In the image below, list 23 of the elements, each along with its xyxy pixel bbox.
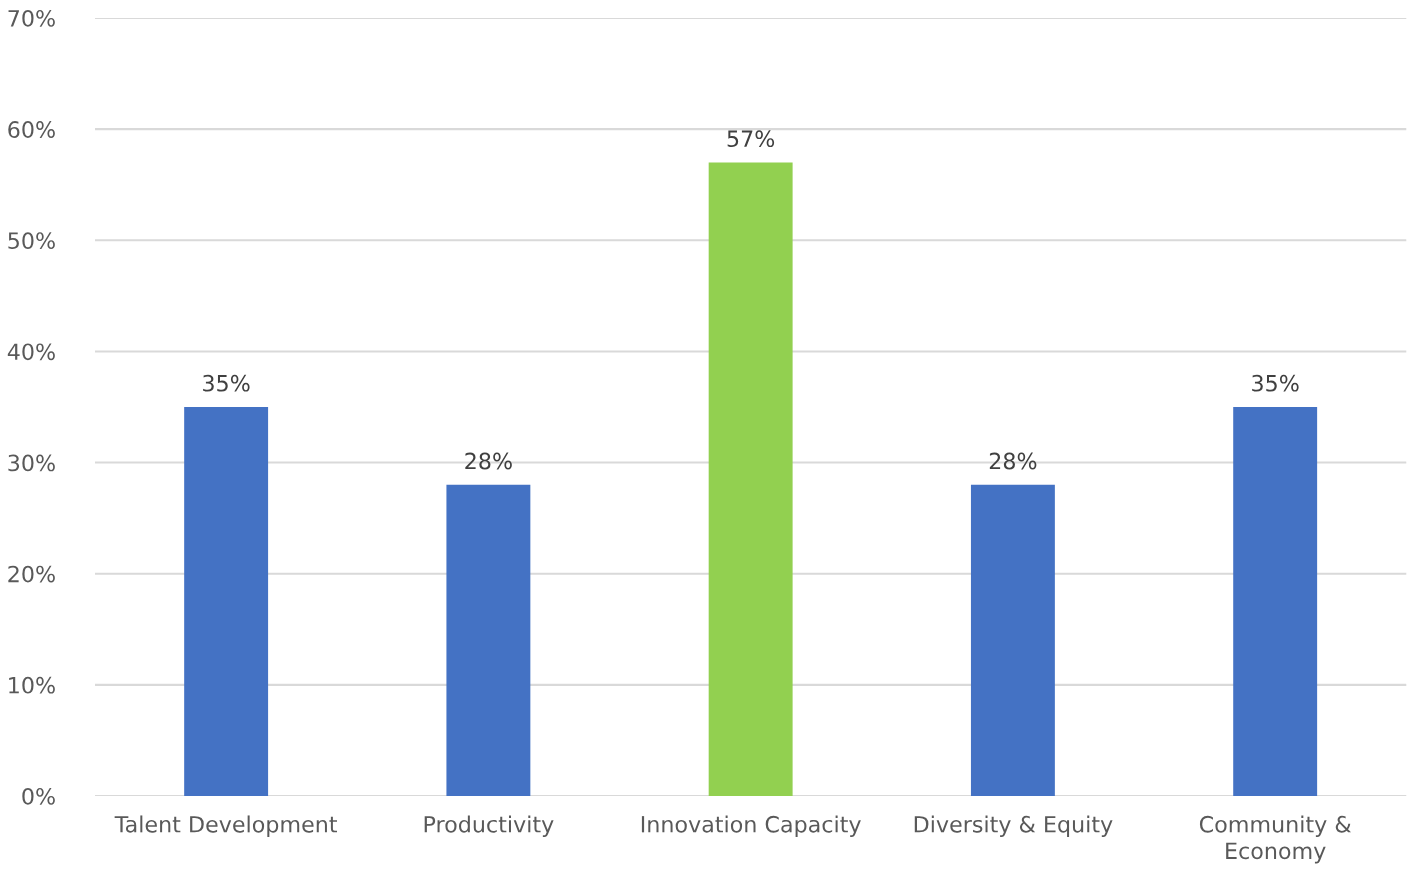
data-label: 28%: [989, 452, 1037, 470]
bar: [184, 407, 269, 796]
bar: [708, 162, 793, 796]
bar: [1233, 407, 1318, 796]
y-tick-label: 40%: [7, 343, 55, 361]
x-tick-label: Innovation Capacity: [641, 815, 861, 837]
y-tick-label: 0%: [22, 787, 55, 805]
x-tick-label: Talent Development: [114, 815, 338, 837]
data-label: 35%: [1252, 374, 1299, 392]
y-tick-label: 70%: [8, 9, 55, 27]
y-tick-label: 30%: [8, 454, 55, 472]
x-tick-label: Community & Economy: [1199, 815, 1351, 864]
y-tick-label: 20%: [8, 565, 55, 583]
x-tick-label: Productivity: [424, 815, 554, 837]
y-tick-label: 50%: [8, 232, 55, 250]
data-label: 57%: [727, 130, 775, 148]
y-tick-label: 60%: [8, 121, 55, 138]
data-label: 35%: [203, 374, 250, 392]
data-label: 28%: [465, 452, 512, 470]
bar: [446, 484, 531, 796]
y-tick-label: 10%: [9, 676, 55, 694]
x-tick-label: Diversity & Equity: [914, 815, 1113, 837]
bar: [970, 484, 1055, 796]
